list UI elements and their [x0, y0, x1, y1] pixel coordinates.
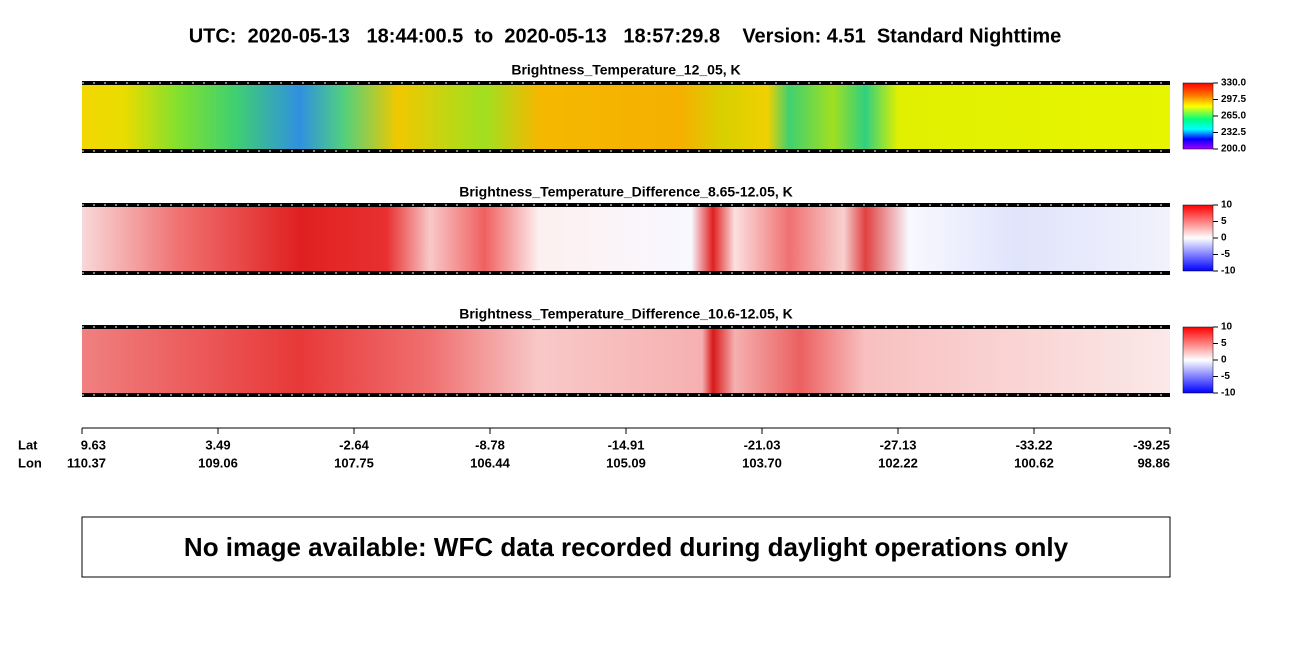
lon-label: Lon: [18, 455, 42, 470]
lon-tick-label: 107.75: [334, 455, 374, 470]
panel-image: [82, 327, 1170, 395]
colorbar: [1182, 204, 1214, 272]
colorbar-label: 200.0: [1221, 144, 1246, 155]
colorbar-label: 10: [1221, 200, 1233, 211]
lon-tick-label: 109.06: [198, 455, 238, 470]
colorbar: [1182, 82, 1214, 150]
lat-tick-label: -27.13: [880, 437, 917, 452]
colorbar-label: 10: [1221, 322, 1233, 333]
panel-title: Brightness_Temperature_Difference_10.6-1…: [459, 306, 793, 322]
lat-tick-label: 9.63: [81, 437, 106, 452]
colorbar-label: 297.5: [1221, 94, 1246, 105]
lat-tick-label: -33.22: [1016, 437, 1053, 452]
lat-tick-label: -39.25: [1133, 437, 1170, 452]
lat-tick-label: 3.49: [205, 437, 230, 452]
colorbar-label: 5: [1221, 338, 1227, 349]
colorbar-label: 0: [1221, 355, 1227, 366]
lon-tick-label: 98.86: [1137, 455, 1170, 470]
lon-tick-label: 102.22: [878, 455, 918, 470]
colorbar: [1182, 326, 1214, 394]
colorbar-label: -10: [1221, 266, 1236, 277]
colorbar-label: -5: [1221, 249, 1230, 260]
colorbar-label: -10: [1221, 388, 1236, 399]
panel-image: [82, 205, 1170, 273]
lat-label: Lat: [18, 437, 38, 452]
lat-tick-label: -14.91: [608, 437, 645, 452]
panel-title: Brightness_Temperature_Difference_8.65-1…: [459, 184, 793, 200]
colorbar-label: -5: [1221, 371, 1230, 382]
colorbar-label: 265.0: [1221, 111, 1246, 122]
panel-image: [82, 83, 1170, 151]
lon-tick-label: 105.09: [606, 455, 646, 470]
lat-tick-label: -21.03: [744, 437, 781, 452]
message-box: [81, 516, 1171, 578]
colorbar-label: 232.5: [1221, 127, 1246, 138]
colorbar-label: 0: [1221, 233, 1227, 244]
panel-title: Brightness_Temperature_12_05, K: [511, 62, 740, 78]
lon-tick-label: 110.37: [67, 455, 106, 470]
colorbar-label: 5: [1221, 216, 1227, 227]
colorbar-label: 330.0: [1221, 78, 1246, 89]
lat-tick-label: -8.78: [475, 437, 505, 452]
title: UTC: 2020-05-13 18:44:00.5 to 2020-05-13…: [189, 25, 1062, 47]
lon-tick-label: 103.70: [742, 455, 782, 470]
lat-tick-label: -2.64: [339, 437, 369, 452]
message: No image available: WFC data recorded du…: [184, 532, 1069, 562]
lon-tick-label: 100.62: [1014, 455, 1054, 470]
lon-tick-label: 106.44: [470, 455, 511, 470]
